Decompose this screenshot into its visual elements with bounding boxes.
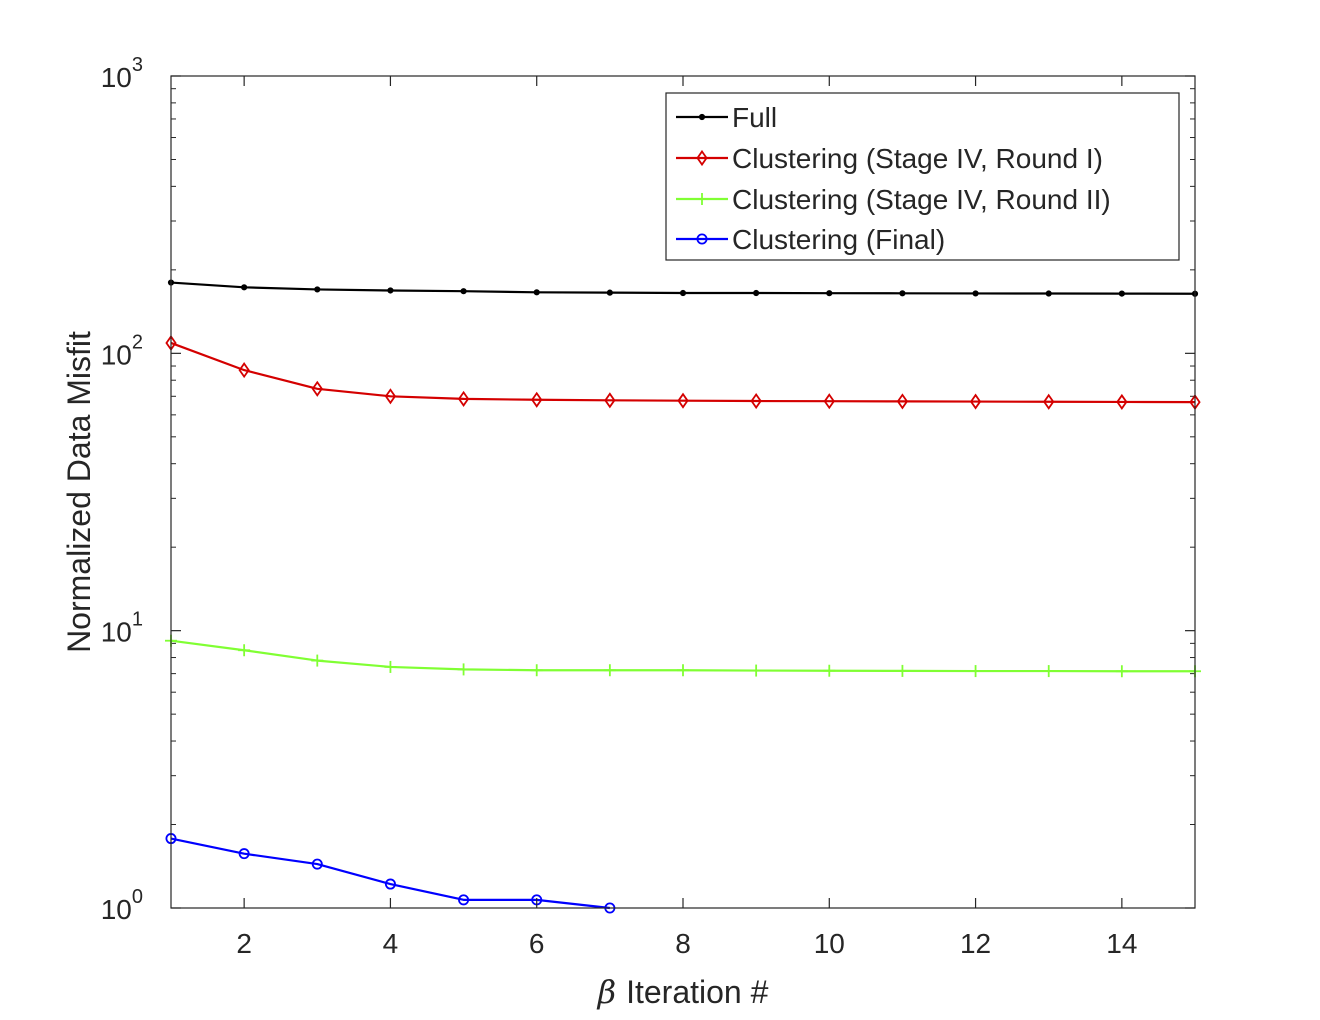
minor-ticks [171, 88, 1195, 826]
data-point [384, 660, 397, 673]
data-point [972, 290, 979, 297]
data-point [457, 663, 470, 676]
x-tick-label: 8 [675, 928, 691, 959]
data-point [531, 391, 543, 408]
data-point [460, 288, 467, 295]
data-point [384, 878, 396, 890]
data-point [311, 380, 323, 397]
legend-entry-1: Clustering (Stage IV, Round I) [676, 143, 1103, 174]
legend-label: Clustering (Stage IV, Round II) [732, 184, 1111, 215]
legend-label: Clustering (Stage IV, Round I) [732, 143, 1103, 174]
y-tick-label: 101 [101, 609, 143, 648]
legend-label: Full [732, 102, 777, 133]
y-axis-label: Normalized Data Misfit [61, 331, 97, 653]
x-tick-labels: 2 4 6 8 10 12 14 [236, 928, 1137, 959]
data-point [823, 393, 835, 410]
x-tick-label: 12 [960, 928, 991, 959]
legend-marker [698, 113, 706, 121]
data-point [1116, 393, 1128, 410]
x-tick-label: 10 [814, 928, 845, 959]
y-tick-exponent: 1 [132, 609, 143, 631]
data-point [896, 664, 909, 677]
data-point [311, 654, 324, 667]
x-tick-label: 6 [529, 928, 545, 959]
legend-marker [696, 233, 708, 245]
legend-entry-0: Full [676, 102, 777, 133]
x-tick-label: 2 [236, 928, 252, 959]
x-tick-label: 14 [1106, 928, 1137, 959]
data-point [458, 894, 470, 906]
data-point [1115, 665, 1128, 678]
data-point [530, 664, 543, 677]
y-tick-base: 10 [101, 339, 132, 370]
data-point [823, 664, 836, 677]
data-point [241, 284, 248, 291]
y-tick-label: 100 [101, 886, 143, 925]
y-tick-exponent: 0 [132, 886, 143, 908]
data-point [826, 290, 833, 297]
data-point [969, 665, 982, 678]
series-1 [165, 334, 1201, 411]
x-tick-label: 4 [383, 928, 399, 959]
y-tick-base: 10 [101, 617, 132, 648]
data-point [606, 289, 613, 296]
data-point [677, 664, 689, 677]
data-point [750, 392, 762, 410]
y-tick-base: 10 [101, 894, 132, 925]
data-point [238, 848, 250, 860]
data-point [311, 858, 323, 870]
legend-label: Clustering (Final) [732, 224, 945, 255]
y-tick-exponent: 2 [132, 331, 143, 353]
legend-entries: Full Clustering (Stage IV, Round I) Cluste… [676, 102, 1111, 255]
legend-entry-3: Clustering (Final) [676, 224, 945, 255]
data-point [753, 289, 760, 297]
legend: Full Clustering (Stage IV, Round I) Cluste… [665, 92, 1180, 261]
beta-symbol: β [597, 973, 617, 1011]
legend-entry-2: Clustering (Stage IV, Round II) [676, 184, 1111, 215]
y-tick-label: 102 [101, 331, 143, 370]
data-point [969, 393, 982, 410]
data-point [384, 388, 397, 405]
major-ticks [171, 75, 1195, 909]
data-point [604, 392, 616, 409]
legend-marker [696, 193, 708, 205]
data-point [1118, 290, 1125, 297]
y-tick-label: 103 [101, 54, 143, 93]
data-point [533, 289, 540, 296]
data-point [387, 287, 394, 294]
data-point [750, 664, 763, 677]
series-0 [167, 279, 1199, 297]
legend-marker [696, 149, 708, 167]
data-point [314, 286, 321, 293]
data-point [1042, 665, 1055, 678]
data-point [603, 664, 616, 677]
data-point [457, 390, 470, 407]
data-point [679, 289, 687, 297]
series-line [170, 341, 1196, 404]
legend-box [665, 92, 1180, 261]
data-point [1045, 290, 1052, 297]
x-axis-label: β Iteration # [597, 973, 769, 1011]
data-point [899, 290, 906, 297]
y-tick-exponent: 3 [132, 54, 143, 76]
x-axis-label-text: Iteration # [626, 974, 769, 1010]
series-2 [165, 634, 1201, 678]
data-point [677, 392, 689, 409]
data-point [1043, 393, 1055, 410]
data-point [896, 393, 909, 410]
data-point [238, 644, 251, 657]
data-point [238, 362, 250, 379]
y-tick-base: 10 [101, 62, 132, 93]
